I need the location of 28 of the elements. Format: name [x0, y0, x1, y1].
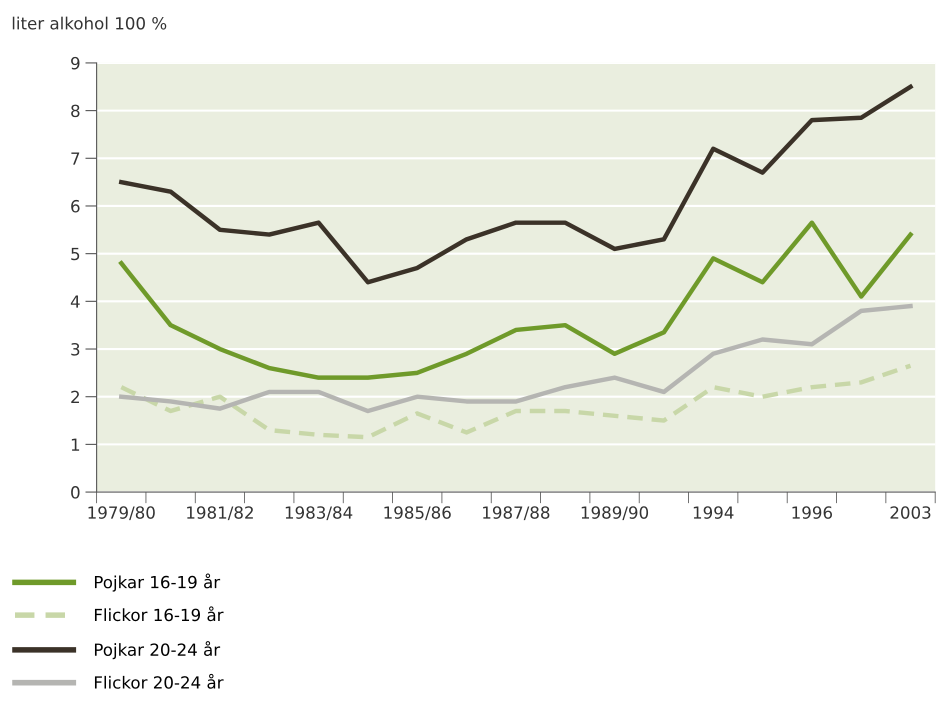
- x-tick-label: 1983/84: [286, 506, 352, 520]
- y-tick-label: 1: [72, 438, 80, 451]
- x-tick-label: 1985/86: [384, 506, 451, 520]
- y-tick-label: 3: [71, 342, 80, 356]
- line-series: [119, 84, 913, 284]
- legend-label: Flickor 20-24 år: [94, 674, 224, 689]
- x-tick-label: 1979/80: [88, 506, 155, 520]
- line-series: [119, 363, 913, 440]
- y-tick-label: 5: [71, 248, 80, 260]
- x-tick-label: 2003: [890, 506, 930, 519]
- x-tick-label: 1987/88: [483, 506, 550, 520]
- legend-label: Pojkar 16-19 år: [94, 574, 220, 592]
- line-series: [119, 304, 913, 414]
- y-tick-label: 6: [71, 200, 80, 213]
- y-tick-label: 8: [71, 104, 80, 118]
- y-axis-title: liter alkohol 100 %: [12, 16, 166, 30]
- x-tick-label: 1996: [792, 506, 832, 519]
- line-series: [119, 220, 913, 380]
- y-tick-label: 2: [71, 390, 79, 404]
- x-tick-label: 1989/90: [582, 506, 648, 520]
- y-tick-label: 0: [71, 486, 80, 499]
- y-tick-label: 9: [71, 56, 80, 70]
- y-tick-label: 7: [71, 152, 80, 165]
- x-tick-label: 1994: [694, 506, 734, 519]
- x-tick-label: 1981/82: [187, 506, 253, 520]
- y-tick-label: 4: [70, 296, 80, 308]
- legend-label: Pojkar 20-24 år: [94, 641, 220, 660]
- legend-label: Flickor 16-19 år: [94, 606, 224, 622]
